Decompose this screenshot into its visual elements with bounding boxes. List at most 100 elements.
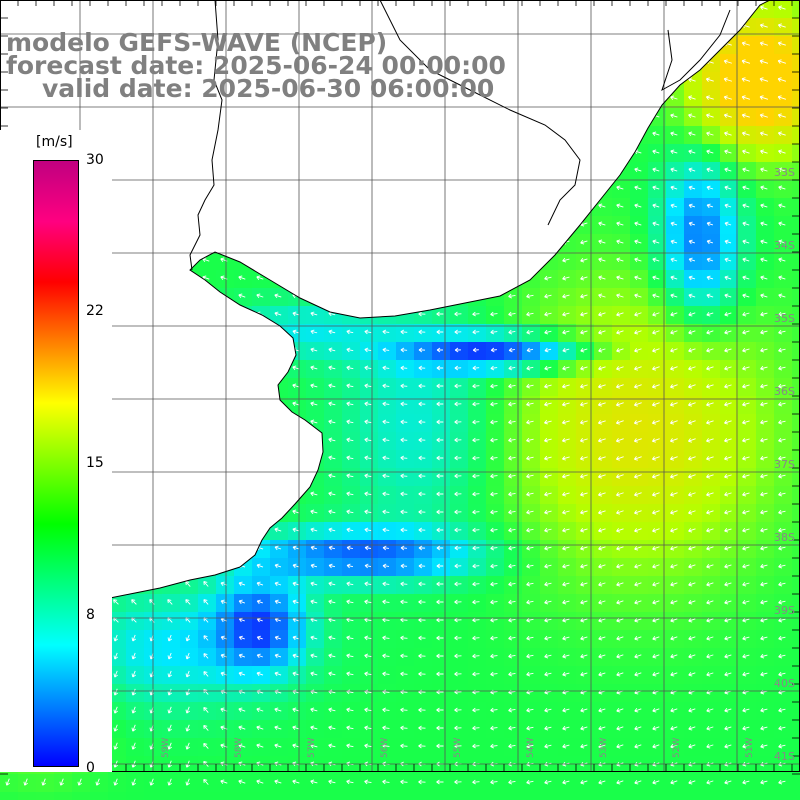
wind-arrow [346, 599, 354, 605]
wind-cell [558, 774, 577, 793]
wind-cell [162, 216, 181, 235]
wind-cell [306, 576, 325, 595]
wind-arrow [346, 455, 354, 461]
wind-arrow [633, 420, 642, 425]
wind-cell [234, 756, 253, 775]
wind-cell [720, 540, 739, 559]
wind-cell [774, 648, 793, 667]
wind-cell [540, 306, 559, 325]
wind-arrow [760, 581, 768, 587]
wind-arrow [490, 509, 498, 515]
wind-cell [594, 504, 613, 523]
wind-arrow [562, 329, 570, 335]
wind-arrow [490, 311, 498, 317]
wind-cell [288, 288, 307, 307]
wind-arrow [742, 671, 750, 677]
wind-cell [720, 738, 739, 757]
wind-arrow [580, 617, 588, 623]
wind-cell [720, 144, 739, 163]
wind-cell [702, 630, 721, 649]
wind-arrow [652, 366, 660, 371]
wind-cell [684, 252, 703, 271]
wind-cell [216, 594, 235, 613]
wind-arrow [508, 401, 516, 407]
wind-arrow [742, 509, 750, 515]
wind-cell [234, 504, 253, 523]
wind-cell [162, 504, 181, 523]
wind-cell [396, 432, 415, 451]
wind-cell [666, 324, 685, 343]
wind-cell [792, 720, 800, 739]
wind-cell [180, 522, 199, 541]
wind-cell [522, 144, 541, 163]
wind-cell [540, 90, 559, 109]
wind-arrow [724, 581, 732, 587]
wind-arrow [418, 671, 426, 677]
wind-cell [540, 684, 559, 703]
wind-cell [720, 468, 739, 487]
wind-cell [342, 342, 361, 361]
wind-arrow [652, 185, 660, 191]
wind-arrow [778, 473, 786, 479]
wind-cell [648, 180, 667, 199]
wind-arrow [472, 581, 480, 587]
wind-cell [324, 594, 343, 613]
wind-cell [252, 414, 271, 433]
wind-arrow [346, 491, 354, 497]
wind-arrow [742, 725, 750, 731]
wind-arrow [634, 618, 642, 623]
wind-arrow [328, 347, 336, 353]
wind-cell [738, 252, 757, 271]
wind-cell [684, 324, 703, 343]
wind-cell [468, 378, 487, 397]
wind-cell [252, 0, 271, 19]
wind-cell [252, 612, 271, 631]
wind-cell [342, 738, 361, 757]
wind-arrow [490, 527, 498, 533]
wind-cell [558, 558, 577, 577]
wind-arrow [185, 634, 191, 642]
wind-arrow [346, 743, 354, 749]
wind-cell [468, 414, 487, 433]
wind-cell [648, 342, 667, 361]
wind-cell [684, 774, 703, 793]
wind-cell [738, 486, 757, 505]
wind-cell [324, 0, 343, 19]
wind-arrow [670, 257, 678, 263]
wind-cell [324, 234, 343, 253]
wind-arrow [598, 203, 606, 209]
wind-arrow [760, 239, 768, 245]
wind-cell [594, 414, 613, 433]
wind-arrow [382, 437, 390, 443]
lat-label: 36S [774, 385, 795, 398]
wind-cell [738, 162, 757, 181]
wind-cell [522, 396, 541, 415]
wind-arrow [616, 293, 624, 298]
wind-arrow [472, 743, 480, 749]
wind-cell [270, 216, 289, 235]
wind-cell [162, 0, 181, 19]
wind-cell [414, 540, 433, 559]
wind-cell [594, 792, 613, 800]
wind-arrow [706, 564, 714, 569]
wind-arrow [310, 347, 318, 353]
wind-cell [126, 198, 145, 217]
wind-arrow [778, 617, 786, 623]
wind-arrow [706, 707, 714, 713]
wind-arrow [777, 77, 787, 82]
wind-cell [756, 396, 775, 415]
wind-arrow [706, 528, 714, 533]
wind-cell [162, 198, 181, 217]
wind-cell [630, 180, 649, 199]
wind-cell [684, 198, 703, 217]
wind-cell [450, 594, 469, 613]
wind-arrow [778, 563, 786, 569]
wind-cell [486, 612, 505, 631]
wind-arrow [562, 725, 570, 731]
wind-cell [756, 288, 775, 307]
wind-cell [756, 378, 775, 397]
wind-arrow [742, 239, 750, 245]
wind-cell [378, 306, 397, 325]
wind-cell [720, 684, 739, 703]
wind-arrow [706, 221, 714, 227]
